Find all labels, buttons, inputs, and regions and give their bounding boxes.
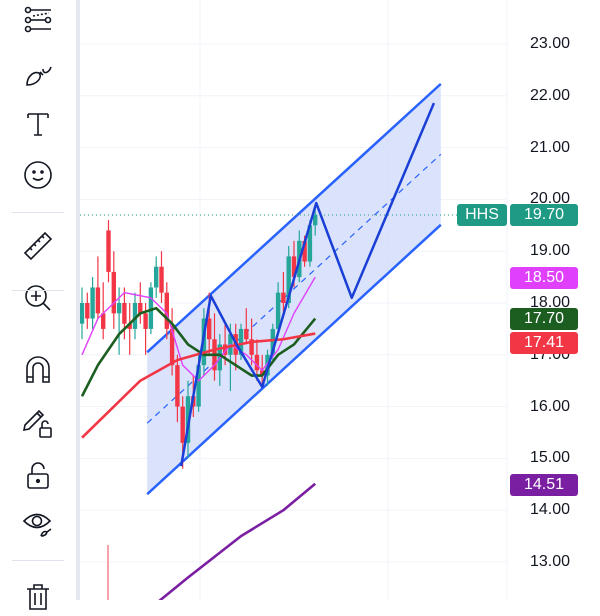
zoom-in-icon[interactable] bbox=[18, 278, 58, 318]
ma1-tag: 18.50 bbox=[510, 267, 578, 289]
candle-body bbox=[159, 266, 164, 293]
candle-body bbox=[111, 271, 116, 314]
drawing-toolbar bbox=[0, 0, 76, 610]
candle-body bbox=[275, 292, 281, 329]
unlock-icon[interactable] bbox=[18, 455, 58, 495]
price-tick-label: 23.00 bbox=[529, 35, 571, 52]
lines-icon[interactable] bbox=[18, 0, 58, 40]
candle-body bbox=[138, 303, 143, 314]
moving-average-line bbox=[81, 276, 316, 382]
candle-body bbox=[106, 230, 111, 272]
ma3-tag: 17.41 bbox=[510, 332, 578, 354]
moving-average-line bbox=[81, 332, 316, 439]
candle-body bbox=[169, 328, 175, 366]
candle-body bbox=[154, 266, 159, 288]
candle-body bbox=[238, 328, 244, 355]
last-price-tag: 19.70 bbox=[510, 204, 578, 226]
candle-body bbox=[281, 292, 286, 303]
price-tick-label: 15.00 bbox=[529, 449, 571, 467]
lock-drawing-icon[interactable] bbox=[18, 402, 58, 442]
candle-body bbox=[307, 225, 313, 262]
channel-upper-line bbox=[146, 82, 442, 354]
candle-body bbox=[79, 303, 85, 324]
candle-body bbox=[207, 318, 212, 340]
price-tick-label: 21.00 bbox=[529, 138, 571, 156]
symbol-tag: HHS bbox=[457, 204, 507, 226]
moving-average-line bbox=[80, 306, 317, 397]
ma2-tag: 17.70 bbox=[510, 308, 578, 330]
candle-body bbox=[180, 406, 185, 443]
price-tick-label: 20.00 bbox=[529, 190, 571, 208]
emoji-icon[interactable] bbox=[18, 155, 58, 195]
candle-body bbox=[270, 328, 275, 355]
pattern-zigzag bbox=[179, 102, 436, 467]
candle-body bbox=[244, 328, 249, 340]
price-tick-label: 14.00 bbox=[529, 501, 571, 519]
price-chart[interactable] bbox=[0, 0, 600, 600]
candle-body bbox=[196, 365, 201, 407]
candle-body bbox=[148, 287, 154, 329]
price-tick-label: 19.00 bbox=[529, 242, 571, 260]
candle-body bbox=[286, 256, 291, 303]
candle-body bbox=[143, 313, 148, 329]
candle-body bbox=[254, 354, 260, 371]
moving-average-line bbox=[158, 482, 317, 600]
price-tick-label: 13.00 bbox=[529, 553, 571, 570]
channel-mid-line bbox=[146, 153, 442, 424]
candle-body bbox=[132, 303, 138, 329]
candle-body bbox=[164, 292, 169, 329]
candle-body bbox=[175, 365, 180, 407]
toolbar-divider bbox=[76, 0, 80, 600]
candle-body bbox=[90, 287, 95, 319]
candle-body bbox=[302, 240, 307, 262]
candle-body bbox=[222, 344, 228, 355]
eye-icon[interactable] bbox=[18, 503, 58, 543]
candle-body bbox=[249, 339, 254, 355]
price-tick-label: 16.00 bbox=[529, 397, 571, 415]
candle-body bbox=[116, 303, 122, 314]
candle-body bbox=[122, 303, 127, 324]
candle-body bbox=[101, 313, 106, 329]
price-tick-label: 22.00 bbox=[529, 86, 571, 104]
candle-body bbox=[260, 370, 265, 376]
text-icon[interactable] bbox=[18, 104, 58, 144]
candle-body bbox=[127, 323, 132, 329]
channel-lower-line bbox=[146, 223, 442, 496]
brush-icon[interactable] bbox=[18, 54, 58, 94]
candle-body bbox=[291, 256, 297, 278]
candle-body bbox=[85, 303, 90, 319]
ma4-tag: 14.51 bbox=[510, 474, 578, 496]
magnet-icon[interactable] bbox=[18, 350, 58, 390]
candle-body bbox=[95, 287, 101, 314]
ruler-icon[interactable] bbox=[18, 226, 58, 266]
trash-icon[interactable] bbox=[18, 576, 58, 616]
candle-body bbox=[313, 214, 318, 226]
price-tick-label: 18.00 bbox=[529, 294, 571, 311]
